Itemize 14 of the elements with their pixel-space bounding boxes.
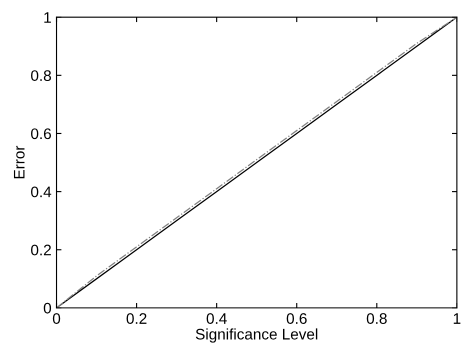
x-tick-label: 0.2	[126, 313, 146, 324]
x-tick-label: 0	[52, 313, 60, 324]
y-tick-label: 0.4	[31, 186, 52, 198]
y-tick-label: 0.8	[31, 70, 51, 82]
y-tick-label: 0.2	[31, 244, 51, 256]
y-tick-label: 0.6	[31, 128, 51, 140]
x-tick-label: 0.6	[286, 313, 307, 324]
y-axis-title: Error	[14, 146, 25, 178]
y-tick-label: 0	[44, 302, 52, 314]
x-axis-title: Significance Level	[196, 328, 318, 343]
x-tick-label: 0.8	[366, 313, 387, 324]
x-tick-label: 1	[454, 313, 460, 324]
y-tick-label: 1	[44, 12, 51, 23]
x-tick-label: 0.4	[206, 313, 227, 324]
